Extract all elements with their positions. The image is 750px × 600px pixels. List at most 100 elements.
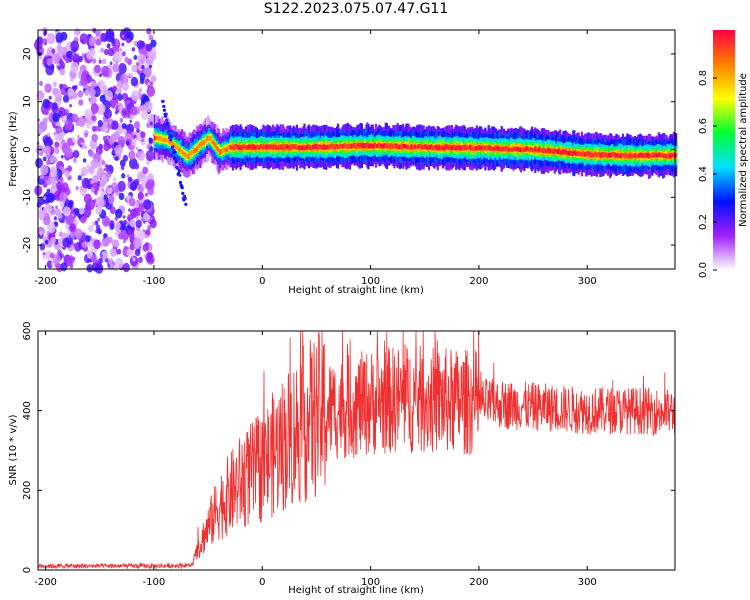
noise-cell [70, 62, 79, 73]
noise-cell [131, 90, 140, 102]
noise-cell [143, 67, 152, 78]
noise-cell [49, 166, 58, 178]
noise-cell [99, 49, 102, 53]
noise-cell [74, 85, 78, 90]
ridge-cell [183, 151, 186, 156]
noise-cell [95, 30, 100, 37]
noise-cell [124, 245, 127, 249]
noise-cell [106, 136, 110, 140]
noise-cell [46, 159, 51, 166]
noise-cell [112, 85, 117, 92]
noise-cell [43, 215, 51, 226]
noise-cell [72, 85, 75, 90]
noise-cell [51, 262, 54, 266]
noise-cell [146, 85, 156, 97]
noise-cell [91, 125, 97, 132]
noise-cell [77, 175, 82, 181]
ridge-cell [533, 148, 536, 153]
noise-cell [70, 40, 80, 52]
noise-cell [97, 120, 104, 127]
noise-cell [55, 32, 64, 43]
noise-cell [77, 90, 84, 98]
noise-cell [121, 224, 127, 231]
noise-cell [77, 134, 80, 139]
noise-cell [126, 72, 130, 77]
noise-cell [43, 136, 53, 148]
noise-cell [90, 180, 93, 185]
noise-cell [105, 30, 115, 43]
ridge-cell [669, 153, 672, 159]
noise-cell [87, 118, 93, 125]
ridge-cell [209, 136, 212, 141]
noise-cell [148, 137, 154, 144]
noise-cell [52, 81, 57, 87]
noise-cell [101, 215, 111, 227]
noise-cell [117, 180, 126, 192]
noise-cell [68, 247, 71, 252]
noise-cell [39, 243, 46, 251]
noise-cell [118, 232, 124, 240]
ridge-cell [170, 142, 173, 147]
noise-cell [64, 119, 73, 131]
noise-cell [40, 174, 44, 180]
noise-cell [60, 154, 64, 159]
noise-cell [133, 121, 140, 130]
ridge-cell [591, 152, 594, 157]
noise-cell [97, 217, 101, 222]
noise-cell [91, 133, 98, 143]
noise-cell [56, 181, 62, 190]
spectrogram-cells [34, 27, 678, 274]
noise-cell [133, 55, 138, 60]
noise-cell [124, 56, 129, 63]
noise-cell [69, 231, 76, 239]
noise-cell [140, 104, 147, 113]
ridge-cell [196, 146, 199, 151]
noise-cell [132, 207, 141, 218]
noise-cell [80, 166, 89, 177]
ridge-cell [215, 146, 218, 151]
noise-cell [121, 173, 126, 179]
noise-cell [106, 43, 111, 49]
noise-cell [82, 158, 87, 163]
ridge-cell [189, 151, 192, 156]
noise-cell [49, 176, 56, 184]
noise-cell [115, 38, 120, 45]
noise-cell [62, 206, 71, 217]
ridge-cell [539, 147, 542, 153]
ridge-cell [565, 151, 568, 155]
noise-cell [99, 179, 106, 188]
noise-cell [43, 196, 47, 200]
noise-cell [137, 191, 144, 200]
noise-cell [80, 189, 86, 197]
noise-cell [102, 135, 107, 142]
noise-cell [67, 127, 71, 132]
noise-cell [89, 88, 96, 97]
noise-cell [107, 68, 112, 74]
noise-cell [145, 149, 155, 162]
ridge-cell [202, 141, 205, 146]
noise-cell [126, 38, 131, 43]
noise-cell [135, 219, 142, 228]
noise-cell [115, 208, 123, 219]
noise-cell [52, 112, 60, 123]
noise-cell [64, 88, 68, 92]
noise-cell [35, 157, 43, 169]
ridge-cell [604, 152, 607, 157]
noise-cell [80, 142, 86, 150]
noise-cell [134, 162, 140, 170]
noise-cell [69, 263, 74, 269]
noise-cell [137, 53, 146, 65]
noise-cell [118, 63, 127, 75]
noise-cell [71, 113, 79, 123]
noise-cell [144, 100, 153, 113]
noise-cell [43, 31, 47, 37]
noise-cell [103, 167, 107, 172]
noise-cell [102, 58, 107, 65]
noise-cell [146, 144, 150, 149]
ridge-cell [235, 144, 238, 149]
noise-cell [84, 132, 89, 138]
noise-cell [60, 262, 68, 272]
noise-cell [71, 142, 75, 146]
noise-cell [129, 119, 132, 123]
noise-cell [104, 236, 111, 244]
